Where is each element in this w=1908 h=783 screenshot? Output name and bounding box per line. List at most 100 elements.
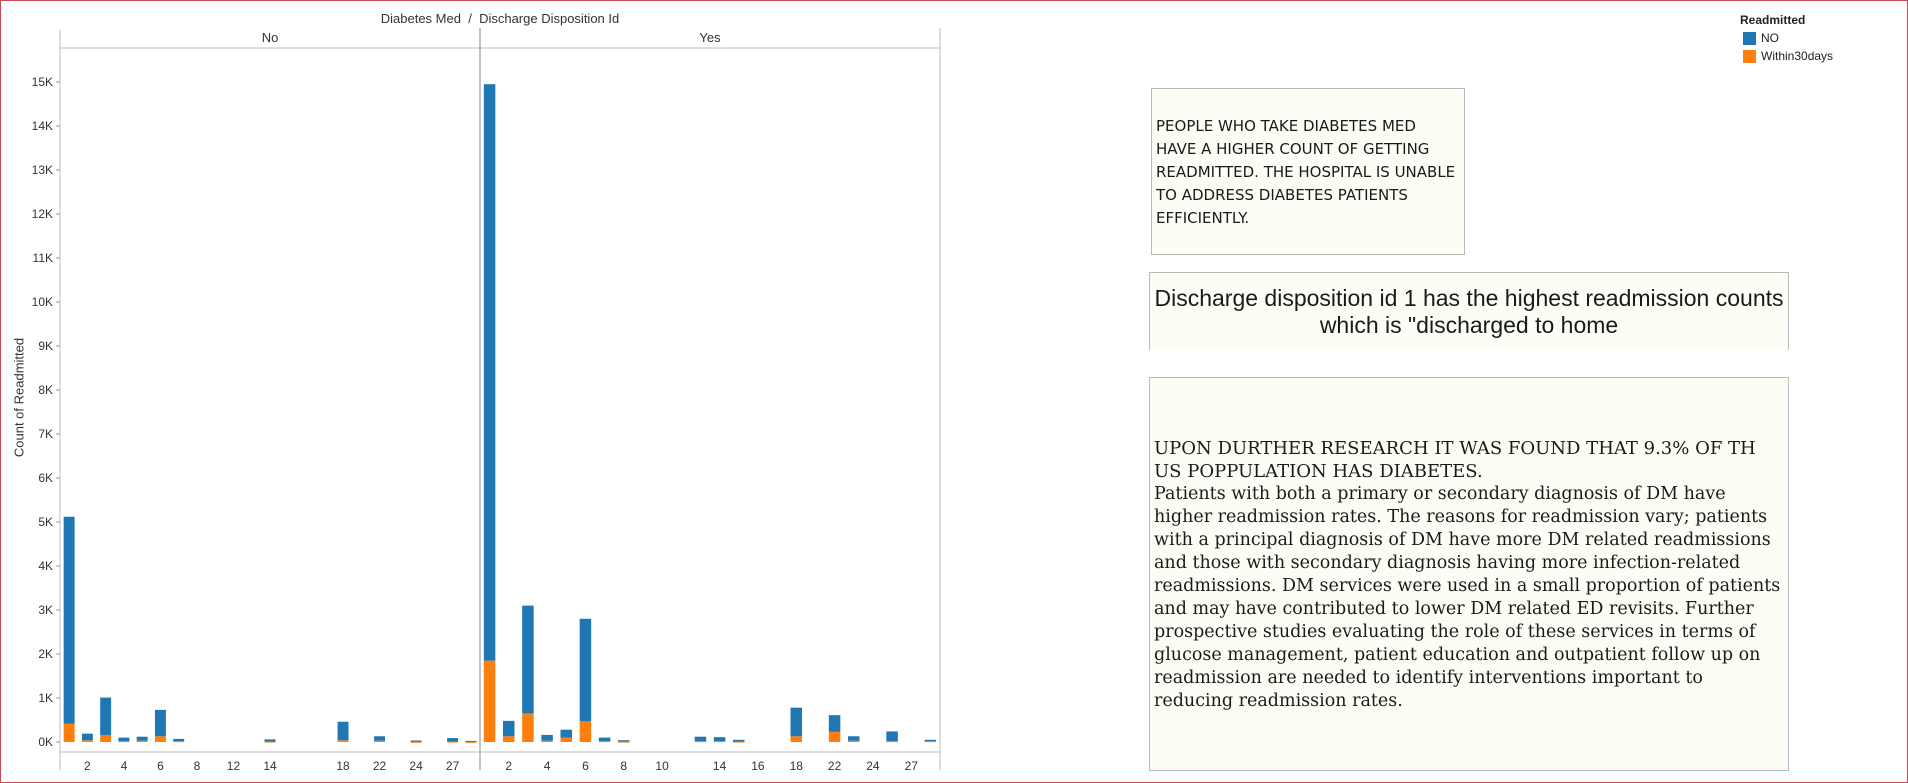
legend-label-no: NO (1761, 31, 1779, 45)
title-separator: / (468, 11, 472, 26)
y-tick-label: 14K (32, 119, 53, 133)
bar-within30days (118, 741, 130, 743)
bar-chart: 0K 1K 2K 3K 4K 5K 6K 7K 8K 9K 10K 11K 12K 13K 14K 15K No… (32, 28, 941, 773)
bar-no (713, 737, 726, 742)
x-tick-label: 27 (905, 759, 919, 773)
annotation-research-body: Patients with both a primary or secondar… (1154, 484, 1781, 711)
bar-within30days (848, 740, 860, 742)
bar-no (733, 739, 745, 742)
bar-no (483, 84, 496, 661)
bar-no (264, 739, 276, 742)
bar-within30days (886, 741, 898, 743)
y-tick-label: 9K (38, 339, 53, 353)
x-tick-label: 12 (227, 759, 241, 773)
bar-within30days (410, 741, 422, 743)
bar-no (503, 720, 515, 737)
y-tick-label: 6K (38, 471, 53, 485)
bar-no (118, 737, 130, 742)
y-tick-label: 2K (38, 647, 53, 661)
bar-within30days (173, 741, 185, 743)
legend-item-within30days[interactable]: Within30days (1740, 47, 1833, 65)
bar-no (828, 715, 841, 732)
legend-item-no[interactable]: NO (1740, 29, 1833, 47)
annotation-research-heading: UPON DURTHER RESEARCH IT WAS FOUND THAT … (1154, 438, 1756, 482)
bar-within30days (713, 741, 726, 743)
pane-header-no: No (262, 30, 279, 45)
x-tick-label: 18 (790, 759, 804, 773)
bar-within30days (465, 741, 477, 743)
bar-within30days (374, 740, 386, 742)
x-tick-label: 18 (336, 759, 350, 773)
legend: Readmitted NO Within30days (1740, 13, 1833, 65)
x-tick-label: 14 (713, 759, 727, 773)
pane-header-yes: Yes (699, 30, 721, 45)
x-tick-label: 6 (157, 759, 164, 773)
bar-within30days (828, 731, 841, 742)
bar-within30days (694, 741, 707, 743)
y-tick-label: 10K (32, 295, 53, 309)
bar-within30days (579, 721, 592, 742)
bar-no (136, 736, 148, 741)
x-tick-label: 8 (620, 759, 627, 773)
bar-within30days (618, 741, 630, 743)
bar-no (790, 707, 802, 737)
bar-no (100, 697, 112, 735)
bar-no (81, 733, 93, 741)
x-tick-label: 16 (751, 759, 765, 773)
bar-no (848, 736, 860, 741)
y-tick-label: 3K (38, 603, 53, 617)
x-tick-label: 22 (373, 759, 387, 773)
annotation-discharge-id: Discharge disposition id 1 has the highe… (1149, 272, 1789, 350)
bar-no (173, 738, 185, 742)
annotation-research: UPON DURTHER RESEARCH IT WAS FOUND THAT … (1149, 377, 1789, 771)
bar-within30days (154, 736, 166, 742)
bar-within30days (63, 723, 75, 742)
bar-within30days (264, 741, 276, 743)
y-tick-label: 0K (38, 735, 53, 749)
x-tick-label: 10 (655, 759, 669, 773)
legend-swatch-no (1743, 31, 1756, 45)
x-tick-label: 4 (121, 759, 128, 773)
y-tick-label: 15K (32, 75, 53, 89)
bar-within30days (81, 740, 93, 742)
x-tick-label: 24 (409, 759, 423, 773)
bar-within30days (598, 741, 611, 743)
annotation-discharge-id-text: Discharge disposition id 1 has the highe… (1154, 285, 1784, 338)
bar-no (924, 739, 937, 742)
x-tick-label: 27 (446, 759, 460, 773)
bar-within30days (503, 736, 515, 742)
bar-no (154, 709, 166, 737)
bar-no (618, 740, 630, 742)
x-tick-label: 2 (505, 759, 512, 773)
bar-within30days (337, 740, 349, 742)
bar-no (447, 738, 459, 742)
x-tick-label: 14 (263, 759, 277, 773)
title-diabetes-med: Diabetes Med (380, 11, 461, 26)
y-tick-label: 13K (32, 163, 53, 177)
annotation-diabetes-med-text: PEOPLE WHO TAKE DIABETES MED HAVE A HIGH… (1156, 117, 1456, 227)
bar-within30days (483, 660, 496, 742)
bar-no (374, 736, 386, 741)
bar-no (410, 740, 422, 742)
x-tick-label: 4 (544, 759, 551, 773)
bar-within30days (447, 741, 459, 743)
bar-within30days (924, 741, 937, 743)
y-tick-label: 12K (32, 207, 53, 221)
chart-title: Diabetes Med / Discharge Disposition Id (0, 11, 1000, 26)
x-tick-label: 8 (194, 759, 201, 773)
bar-within30days (100, 734, 112, 742)
x-tick-label: 2 (84, 759, 91, 773)
bar-no (579, 618, 592, 722)
bar-no (560, 729, 572, 738)
y-tick-label: 4K (38, 559, 53, 573)
bar-within30days (541, 740, 553, 742)
bar-within30days (560, 737, 572, 742)
bar-no (694, 736, 707, 742)
y-tick-label: 5K (38, 515, 53, 529)
bar-no (337, 721, 349, 741)
bar-no (522, 605, 534, 714)
bar-within30days (136, 740, 148, 742)
y-tick-label: 8K (38, 383, 53, 397)
legend-title: Readmitted (1740, 13, 1806, 27)
bar-no (465, 740, 477, 742)
